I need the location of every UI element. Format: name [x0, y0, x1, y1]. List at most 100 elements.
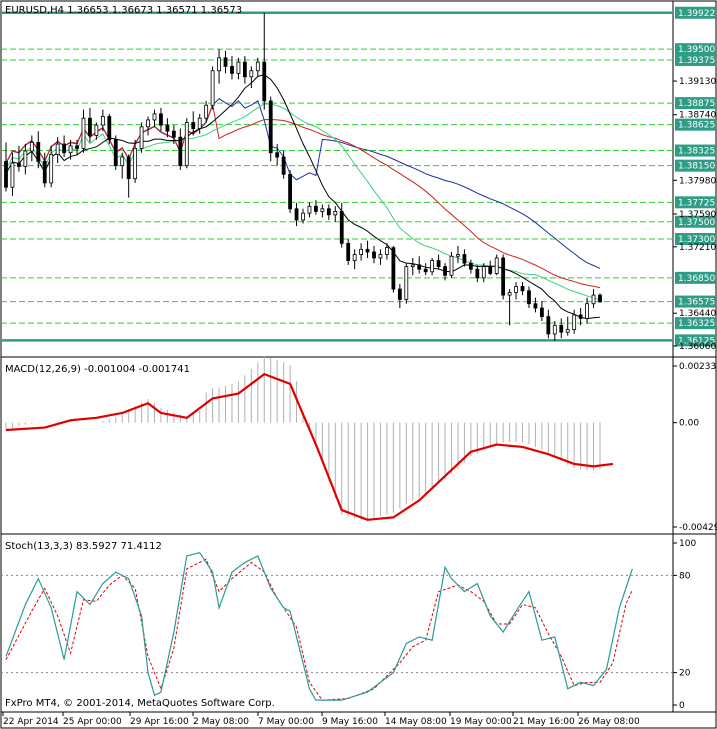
time-tick-label: 14 May 08:00 [385, 717, 447, 727]
price-title: EURUSD,H4 1.36653 1.36673 1.36571 1.3657… [5, 5, 242, 16]
candle-body [23, 150, 28, 167]
candle-body [314, 205, 318, 212]
candle-body [165, 124, 170, 132]
candle-body [462, 254, 467, 264]
level-tag-label: 1.36125 [678, 336, 715, 346]
candle-body [68, 145, 73, 154]
candle-body [539, 307, 544, 318]
candle-body [230, 66, 234, 74]
level-tag [675, 271, 716, 284]
candle-body [501, 257, 506, 296]
candle-body [178, 136, 183, 167]
candle-body [507, 292, 512, 296]
candle-body [191, 122, 196, 129]
candle-body [333, 210, 338, 216]
stoch-tick-label: 100 [679, 539, 696, 549]
candle-body [10, 162, 15, 188]
level-tag-label: 1.39500 [678, 45, 715, 55]
macd-tick-label: 0.00 [679, 419, 699, 429]
price-tick-label: 1.39130 [679, 77, 716, 87]
level-tag-label: 1.36575 [678, 298, 715, 308]
stoch-title: Stoch(13,3,3) 83.5927 71.4112 [5, 541, 162, 552]
candle-body [326, 208, 331, 216]
candle-body [559, 324, 564, 333]
candle-body [565, 329, 570, 333]
candle-body [36, 141, 41, 162]
level-tag-label: 1.37725 [678, 198, 715, 208]
time-tick-label: 2 May 08:00 [193, 717, 249, 727]
price-tick-label: 1.36440 [679, 309, 716, 319]
level-tag-label: 1.38875 [678, 99, 715, 109]
ma-red-line [5, 102, 601, 289]
level-tag-label: 1.38325 [678, 147, 715, 157]
candle-body [100, 116, 105, 126]
candle-body [126, 156, 131, 180]
stoch-main-line [5, 552, 633, 701]
candle-body [552, 324, 557, 335]
candle-body [255, 61, 260, 72]
time-tick-label: 26 May 08:00 [578, 717, 640, 727]
candle-body [113, 139, 118, 167]
candle-body [4, 160, 8, 188]
copyright-text: FxPro MT4, © 2001-2014, MetaQuotes Softw… [5, 698, 275, 709]
price-tick-label: 1.37980 [679, 176, 716, 186]
candle-body [120, 156, 125, 167]
macd-signal-line [5, 373, 614, 521]
candle-body [339, 210, 344, 244]
level-tag [675, 233, 716, 246]
candle-body [210, 70, 215, 106]
level-tag [675, 43, 716, 56]
candle-body [320, 208, 325, 212]
candle-body [397, 288, 402, 300]
candle-body [223, 57, 228, 67]
level-tag-label: 1.38150 [678, 162, 715, 172]
candle-body [481, 266, 486, 279]
candle-body [488, 266, 493, 274]
candle-body [430, 260, 435, 273]
candle-body [423, 268, 428, 273]
level-tag [675, 6, 716, 19]
level-tag-label: 1.38625 [678, 121, 715, 131]
ma-black-line [5, 74, 601, 320]
price-tick-label: 1.37210 [679, 243, 716, 253]
stoch-signal-line [5, 558, 633, 701]
candle-body [385, 247, 389, 255]
level-tag-label: 1.39375 [678, 56, 715, 66]
level-tag [675, 295, 716, 308]
candle-body [404, 266, 409, 300]
candle-body [520, 286, 525, 292]
level-tag-label: 1.36325 [678, 319, 715, 329]
candle-body [42, 160, 47, 184]
level-tag [675, 215, 716, 228]
candle-body [281, 156, 286, 175]
candle-body [62, 143, 67, 154]
level-tag [675, 118, 716, 131]
candle-body [307, 205, 312, 214]
time-tick-label: 21 May 16:00 [513, 717, 575, 727]
macd-title: MACD(12,26,9) -0.001004 -0.001741 [5, 364, 190, 375]
candle-body [494, 257, 499, 274]
candle-body [598, 294, 602, 303]
stoch-tick-label: 20 [679, 669, 691, 679]
candle-body [359, 248, 364, 255]
candle-body [352, 254, 357, 261]
candle-body [249, 70, 254, 78]
stoch-tick-label: 80 [679, 571, 691, 581]
level-tag-label: 1.39922 [678, 9, 715, 19]
candle-body [533, 303, 538, 309]
level-tag-label: 1.37300 [678, 235, 715, 245]
candle-body [88, 117, 92, 136]
level-tag [675, 196, 716, 209]
level-tag [675, 334, 716, 347]
candle-body [55, 143, 60, 155]
time-tick-label: 29 Apr 16:00 [130, 717, 189, 727]
price-tick-label: 1.36060 [679, 342, 716, 352]
level-tag [675, 97, 716, 110]
candle-body [146, 119, 150, 128]
candle-body [204, 104, 209, 119]
level-tag-label: 1.37500 [678, 218, 715, 228]
candle-body [372, 251, 376, 259]
time-tick-label: 22 Apr 2014 [3, 717, 59, 727]
